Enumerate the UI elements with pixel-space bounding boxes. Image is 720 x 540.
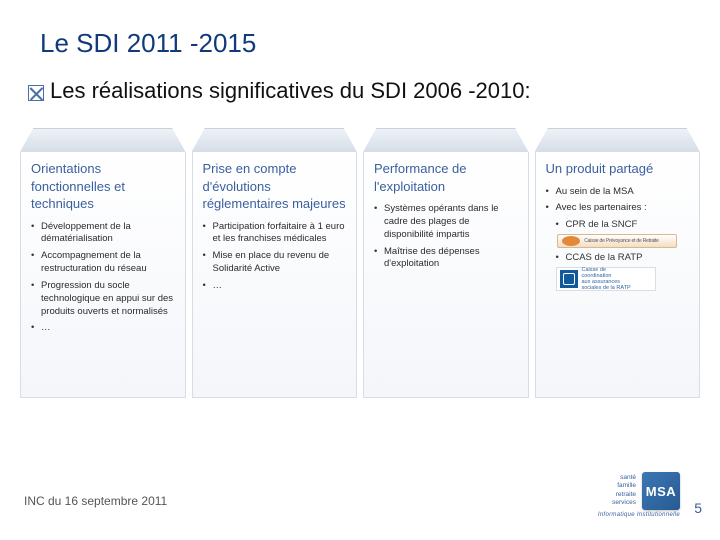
list-item: Au sein de la MSA (546, 186, 690, 199)
logo-badge-icon: MSA (642, 472, 680, 510)
partner-logo-sncf: Caisse de Prévoyance et de Retraite (557, 234, 677, 248)
panel-heading: Un produit partagé (546, 160, 690, 178)
panel-heading: Prise en compte d'évolutions réglementai… (203, 160, 347, 213)
logo-subtitle: Informatique Institutionnelle (598, 512, 680, 518)
panel-top-bevel (192, 128, 358, 152)
panel-list: Développement de la dématérialisation Ac… (31, 221, 175, 336)
sub-list: CPR de la SNCF (556, 219, 690, 230)
msa-logo: santéfamilleretraiteservices MSA Informa… (590, 472, 680, 518)
slide-title: Le SDI 2011 -2015 (40, 28, 256, 58)
panel-list: Au sein de la MSA Avec les partenaires : (546, 186, 690, 216)
list-item: Avec les partenaires : (546, 202, 690, 215)
logo-blob-icon (562, 236, 580, 246)
list-item: Progression du socle technologique en ap… (31, 280, 175, 318)
panel-heading: Orientations fonctionnelles et technique… (31, 160, 175, 213)
panel-heading: Performance de l'exploitation (374, 160, 518, 195)
list-item: Développement de la dématérialisation (31, 221, 175, 247)
panel-list: Participation forfaitaire à 1 euro et le… (203, 221, 347, 293)
panel-body: Performance de l'exploitation Systèmes o… (363, 152, 529, 398)
panel-produit-partage: Un produit partagé Au sein de la MSA Ave… (535, 128, 701, 398)
list-item: Participation forfaitaire à 1 euro et le… (203, 221, 347, 247)
panel-orientations: Orientations fonctionnelles et technique… (20, 128, 186, 398)
panel-body: Prise en compte d'évolutions réglementai… (192, 152, 358, 398)
page-number: 5 (694, 500, 702, 516)
list-item: Accompagnement de la restructuration du … (31, 250, 175, 276)
slide-subtitle: Les réalisations significatives du SDI 2… (50, 78, 531, 104)
list-item: Systèmes opérants dans le cadre des plag… (374, 203, 518, 241)
logo-text: Caisse decoordinationaux assurancessocia… (582, 267, 631, 291)
panel-list: Systèmes opérants dans le cadre des plag… (374, 203, 518, 271)
list-item: Mise en place du revenu de Solidarité Ac… (203, 250, 347, 276)
logo-letters: MSA (646, 485, 676, 498)
list-item: CCAS de la RATP (556, 252, 690, 263)
list-item: … (203, 280, 347, 293)
panel-performance: Performance de l'exploitation Systèmes o… (363, 128, 529, 398)
logo-square-icon (560, 270, 578, 288)
logo-side-text: santéfamilleretraiteservices (590, 474, 636, 508)
panel-top-bevel (363, 128, 529, 152)
panel-body: Un produit partagé Au sein de la MSA Ave… (535, 152, 701, 398)
panel-reglementaires: Prise en compte d'évolutions réglementai… (192, 128, 358, 398)
panel-body: Orientations fonctionnelles et technique… (20, 152, 186, 398)
list-item: … (31, 322, 175, 335)
subtitle-row: Les réalisations significatives du SDI 2… (28, 78, 531, 104)
slide: Le SDI 2011 -2015 Les réalisations signi… (0, 0, 720, 540)
footer-date: INC du 16 septembre 2011 (24, 494, 167, 508)
list-item: CPR de la SNCF (556, 219, 690, 230)
partner-logo-ratp: Caisse decoordinationaux assurancessocia… (556, 267, 656, 291)
logo-text: Caisse de Prévoyance et de Retraite (584, 238, 658, 244)
title-row: Le SDI 2011 -2015 (40, 28, 256, 59)
list-item: Maîtrise des dépenses d'exploitation (374, 246, 518, 272)
panel-top-bevel (20, 128, 186, 152)
crossed-box-icon (28, 85, 44, 101)
panels-container: Orientations fonctionnelles et technique… (20, 128, 700, 398)
panel-top-bevel (535, 128, 701, 152)
sub-list: CCAS de la RATP (556, 252, 690, 263)
